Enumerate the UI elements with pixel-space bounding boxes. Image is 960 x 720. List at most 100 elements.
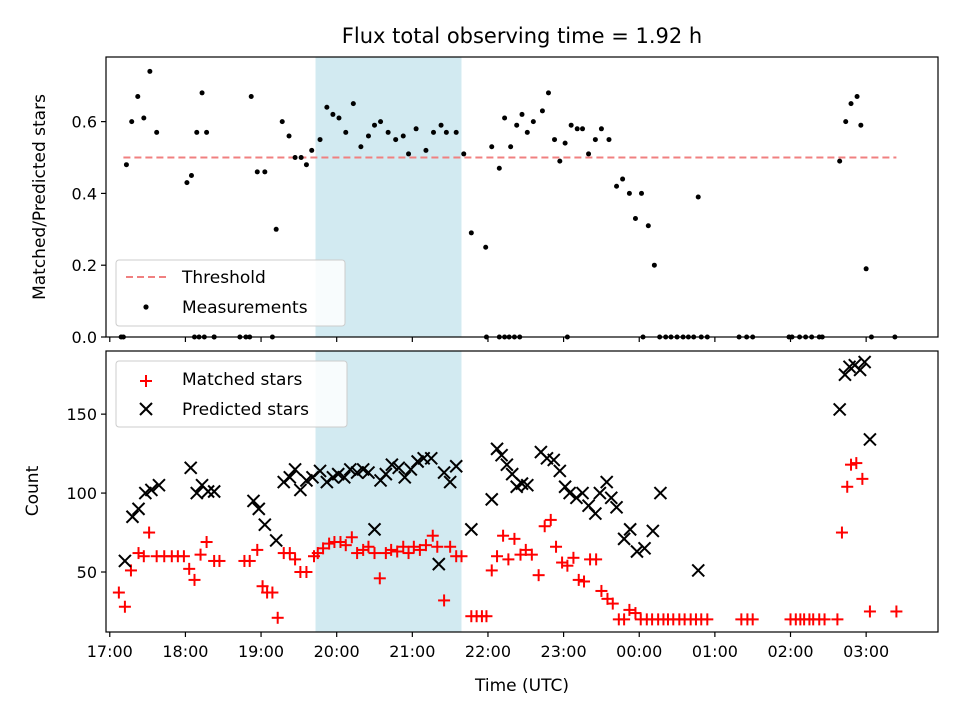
measurement-point <box>598 126 604 132</box>
bottom-legend-frame <box>115 360 348 428</box>
matched-star-marker <box>818 613 831 626</box>
legend-measurements-label: Measurements <box>182 298 308 318</box>
matched-star-marker <box>213 554 226 567</box>
matched-star-marker <box>188 573 201 586</box>
measurement-point <box>645 223 651 229</box>
matched-star-marker <box>143 526 156 539</box>
predicted-star-marker <box>553 464 567 478</box>
matched-star-marker <box>746 613 759 626</box>
matched-star-marker <box>271 611 284 624</box>
predicted-star-marker <box>144 483 159 497</box>
measurement-point <box>568 122 574 128</box>
top-y-axis-label: Matched/Predicted stars <box>30 94 50 300</box>
measurement-point <box>483 244 489 250</box>
measurement-point <box>863 266 869 272</box>
predicted-star-marker <box>600 475 614 489</box>
predicted-star-marker <box>863 432 877 447</box>
measurement-point <box>854 93 860 99</box>
predicted-star-marker <box>558 480 572 494</box>
matched-star-marker <box>508 532 521 545</box>
predicted-star-marker <box>207 484 221 499</box>
matched-star-marker <box>572 573 585 586</box>
measurement-point <box>461 151 467 157</box>
matched-star-marker <box>890 605 903 618</box>
legend-matched-swatch <box>140 375 152 387</box>
top-y-tick-label: 0.0 <box>72 328 97 347</box>
top-panel: 0.0 0.2 0.4 0.6 Matched/Predicted stars Thr… <box>30 56 939 347</box>
measurement-point <box>431 129 437 135</box>
bottom-plot-frame <box>105 350 939 633</box>
matched-star-marker <box>177 550 190 563</box>
matched-star-marker <box>835 526 848 539</box>
measurement-point <box>639 190 645 196</box>
matched-star-marker <box>200 536 213 549</box>
bottom-y-ticks: 50 100 150 <box>66 405 106 582</box>
matched-star-marker <box>485 564 498 577</box>
predicted-star-marker <box>562 486 577 500</box>
matched-star-marker <box>323 537 336 550</box>
matched-star-marker <box>491 550 504 563</box>
predicted-star-marker <box>604 491 618 505</box>
measurement-point <box>443 129 449 135</box>
measurement-point <box>557 158 563 164</box>
measurement-point <box>530 119 536 125</box>
chart-title: Flux total observing time = 1.92 h <box>342 24 702 48</box>
measurement-point <box>514 122 520 128</box>
predicted-star-marker <box>201 484 215 499</box>
matched-star-marker <box>402 547 415 560</box>
matched-star-marker <box>351 547 364 560</box>
predicted-star-marker <box>288 462 302 477</box>
top-legend-frame <box>115 259 346 327</box>
measurement-point <box>262 169 268 175</box>
x-tick-label: 21:00 <box>389 642 435 661</box>
measurement-point <box>423 147 429 153</box>
predicted-star-marker <box>646 524 660 538</box>
matched-star-marker <box>525 548 538 561</box>
measurement-point <box>606 137 612 143</box>
matched-star-marker <box>137 550 150 563</box>
predicted-star-marker <box>184 461 198 475</box>
matched-star-marker <box>256 580 269 593</box>
measurement-point <box>324 104 330 110</box>
measurement-point <box>489 144 495 150</box>
measurement-point <box>843 119 849 125</box>
matched-star-marker <box>863 605 876 618</box>
x-tick-label: 17:00 <box>87 642 133 661</box>
matched-star-marker <box>431 540 444 553</box>
predicted-star-marker <box>437 465 451 480</box>
predicted-star-marker <box>832 402 847 417</box>
measurement-point <box>438 122 444 128</box>
matched-star-marker <box>595 584 608 597</box>
measurement-point <box>194 129 200 135</box>
matched-star-marker <box>289 553 302 566</box>
predicted-star-marker <box>131 502 146 516</box>
matched-star-marker <box>339 539 352 552</box>
matched-star-marker <box>701 613 714 626</box>
predicted-star-marker <box>398 470 412 484</box>
predicted-star-marker <box>593 486 607 500</box>
x-tick-label: 00:00 <box>616 642 662 661</box>
measurement-point <box>135 93 141 99</box>
matched-star-marker <box>497 529 510 542</box>
matched-star-marker <box>118 600 131 613</box>
measurement-point <box>336 115 342 121</box>
matched-star-marker <box>283 547 296 560</box>
predicted-star-marker <box>293 483 308 497</box>
x-tick-label: 18:00 <box>162 642 208 661</box>
predicted-star-marker <box>464 522 479 537</box>
matched-star-marker <box>538 520 551 533</box>
predicted-star-marker <box>118 554 132 568</box>
measurement-point <box>309 147 315 153</box>
predicted-star-marker <box>432 557 446 571</box>
predicted-star-marker <box>379 467 393 481</box>
predicted-star-marker <box>609 500 624 514</box>
measurement-point <box>406 151 412 157</box>
measurement-point <box>123 162 129 168</box>
matched-star-marker <box>480 610 493 623</box>
matched-star-marker <box>455 550 468 563</box>
matched-star-marker <box>856 472 869 485</box>
x-tick-label: 19:00 <box>238 642 284 661</box>
top-y-tick-label: 0.4 <box>72 184 97 203</box>
matched-star-marker <box>444 540 457 553</box>
